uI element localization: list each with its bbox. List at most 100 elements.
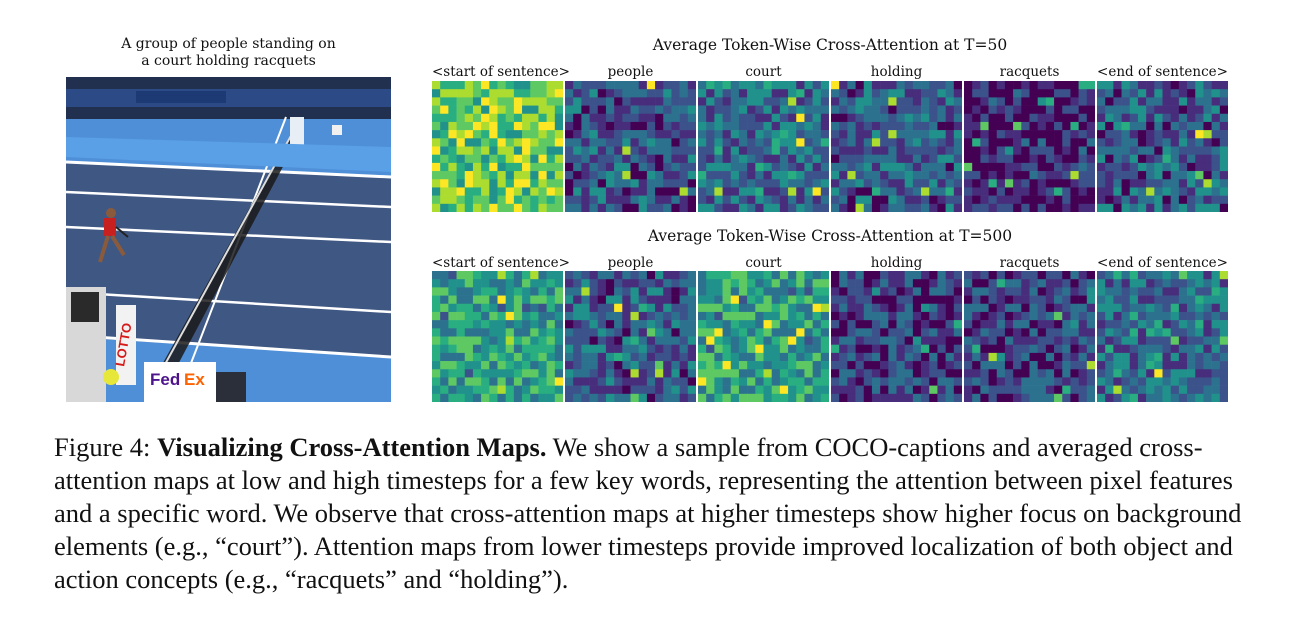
attention-cell xyxy=(622,179,631,188)
attention-cell xyxy=(538,105,547,115)
attention-cell xyxy=(714,121,723,131)
attention-cell xyxy=(1129,385,1139,395)
attention-cell xyxy=(730,328,740,337)
attention-cell xyxy=(448,295,457,305)
attention-cell xyxy=(605,89,615,98)
attention-cell xyxy=(804,146,813,155)
attention-cell xyxy=(738,179,748,188)
attention-cell xyxy=(738,187,748,196)
attention-cell xyxy=(513,203,523,212)
attention-map-t50-holding xyxy=(831,81,962,212)
attention-cell xyxy=(1078,113,1088,123)
attention-cell xyxy=(1004,295,1014,305)
attention-cell xyxy=(730,97,740,106)
attention-cell xyxy=(522,146,531,155)
attention-cell xyxy=(663,195,672,205)
attention-cell xyxy=(714,320,723,329)
attention-cell xyxy=(638,121,648,131)
attention-cell xyxy=(1013,203,1022,212)
attention-cell xyxy=(530,89,539,98)
attention-cell xyxy=(1045,171,1055,180)
attention-cell xyxy=(1162,113,1171,123)
attention-cell xyxy=(820,271,829,280)
attention-cell xyxy=(747,344,756,354)
attention-cell xyxy=(546,361,556,370)
attention-cell xyxy=(1203,121,1212,131)
attention-cell xyxy=(464,203,474,212)
attention-cell xyxy=(804,179,813,188)
attention-cell xyxy=(937,171,946,180)
attention-cell xyxy=(788,385,797,395)
attention-cell xyxy=(1086,311,1095,321)
attention-cell xyxy=(1211,279,1221,288)
attention-cell xyxy=(730,162,740,172)
attention-cell xyxy=(937,352,946,362)
attention-cell xyxy=(1211,271,1221,280)
attention-cell xyxy=(614,179,623,188)
attention-cell xyxy=(597,89,607,98)
attention-cell xyxy=(812,271,822,280)
attention-cell xyxy=(804,171,813,180)
attention-cell xyxy=(1070,385,1079,395)
attention-cell xyxy=(779,203,789,212)
attention-cell xyxy=(456,385,466,395)
attention-cell xyxy=(655,97,664,106)
attention-cell xyxy=(432,203,441,212)
attention-cell xyxy=(546,97,556,106)
attention-cell xyxy=(855,130,865,139)
attention-cell xyxy=(481,146,490,155)
attention-cell xyxy=(1097,352,1106,362)
attention-cell xyxy=(1013,138,1022,147)
attention-cell xyxy=(888,328,897,337)
attention-cell xyxy=(996,336,1006,345)
attention-cell xyxy=(1170,385,1180,395)
attention-cell xyxy=(831,271,840,280)
attention-cell xyxy=(565,81,574,90)
attention-cell xyxy=(1178,377,1188,386)
attention-cell xyxy=(880,154,889,164)
attention-cell xyxy=(614,377,623,386)
attention-cell xyxy=(730,320,740,329)
attention-cell xyxy=(1029,105,1038,115)
attention-cell xyxy=(440,344,449,354)
attention-cell xyxy=(687,105,696,115)
attention-cell xyxy=(614,344,623,354)
attention-cell xyxy=(996,203,1006,212)
attention-cell xyxy=(646,385,656,395)
attention-cell xyxy=(1121,121,1131,131)
attention-cell xyxy=(573,113,582,123)
attention-cell xyxy=(804,203,813,212)
attention-cell xyxy=(1203,187,1212,196)
attention-cell xyxy=(863,352,873,362)
attention-cell xyxy=(1187,105,1196,115)
attention-cell xyxy=(804,271,813,280)
attention-cell xyxy=(839,279,848,288)
attention-cell xyxy=(1086,369,1095,378)
attention-cell xyxy=(565,393,574,402)
attention-cell xyxy=(996,328,1006,337)
attention-cell xyxy=(1203,138,1212,147)
attention-cell xyxy=(1045,393,1055,402)
attention-cell xyxy=(538,311,547,321)
attention-cell xyxy=(831,146,840,155)
attention-cell xyxy=(896,377,905,386)
attention-cell xyxy=(1078,162,1088,172)
attention-cell xyxy=(804,279,813,288)
attention-cell xyxy=(788,130,797,139)
attention-cell xyxy=(847,369,856,378)
attention-cell xyxy=(1195,97,1204,106)
attention-cell xyxy=(614,361,623,370)
attention-cell xyxy=(945,328,955,337)
attention-cell xyxy=(820,121,829,131)
attention-cell xyxy=(1054,377,1063,386)
attention-cell xyxy=(1211,295,1221,305)
attention-cell xyxy=(554,171,563,180)
attention-cell xyxy=(880,171,889,180)
attention-cell xyxy=(432,138,441,147)
attention-cell xyxy=(937,81,946,90)
attention-cell xyxy=(522,195,531,205)
attention-cell xyxy=(912,295,922,305)
attention-cell xyxy=(1021,171,1030,180)
attention-cell xyxy=(530,361,539,370)
attention-cell xyxy=(738,336,748,345)
